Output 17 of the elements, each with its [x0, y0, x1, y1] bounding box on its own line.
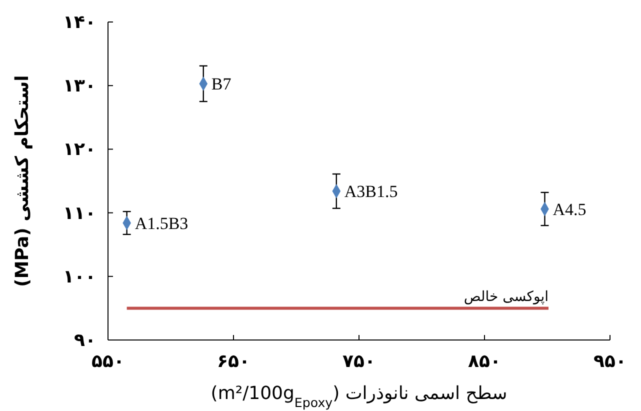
y-tick-label: ۱۰۰ — [63, 266, 96, 288]
annotation: B7 — [211, 74, 232, 94]
annotation: A1.5B3 — [134, 214, 188, 233]
x-tick-label: ۷۵۰ — [342, 351, 376, 372]
y-tick-label: ۱۳۰ — [63, 76, 96, 97]
y-tick-label: ۹۰ — [74, 330, 96, 351]
annotation: A3B1.5 — [344, 182, 398, 202]
x-tick-label: ۸۵۰ — [468, 351, 501, 372]
series-label: اپوکسی خالص — [464, 289, 549, 306]
annotation: A4.5 — [552, 200, 586, 219]
y-tick-label: ۱۱۰ — [63, 202, 96, 224]
y-tick-label: ۱۲۰ — [63, 139, 96, 160]
y-axis-title: استحکام کششی (MPa) — [12, 75, 33, 287]
x-tick-label: ۶۵۰ — [217, 351, 250, 372]
x-tick-label: ۵۵۰ — [92, 351, 124, 372]
x-tick-label: ۹۵۰ — [594, 351, 626, 372]
y-tick-label: ۱۴۰ — [63, 12, 96, 33]
